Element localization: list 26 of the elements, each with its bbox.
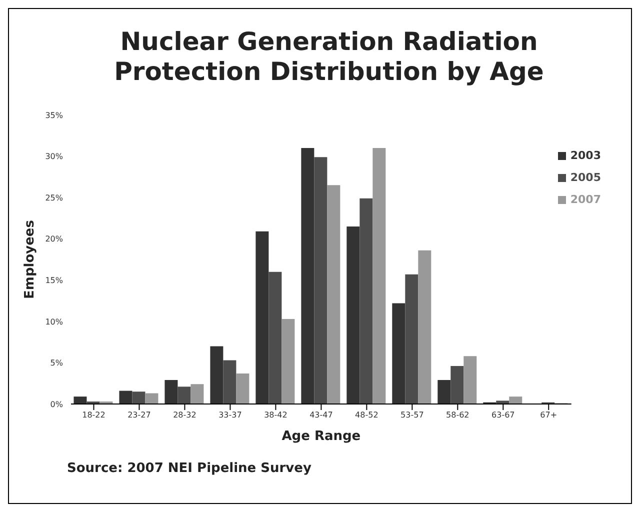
chart-title: Nuclear Generation Radiation Protection Distribution by Age: [113, 27, 545, 87]
x-tick-label: 48-52: [355, 410, 378, 420]
y-tick-label: 15%: [45, 276, 64, 285]
x-tick-label: 28-32: [173, 410, 196, 420]
x-tick-label: 58-62: [446, 410, 470, 420]
x-tick-label: 53-57: [400, 410, 424, 420]
x-tick-label: 63-67: [492, 410, 515, 420]
y-tick-label: 20%: [45, 234, 64, 244]
y-tick-label: 0%: [50, 400, 64, 409]
x-tick-label: 23-27: [128, 410, 151, 420]
y-tick-label: 30%: [45, 152, 64, 162]
source-note: Source: 2007 NEI Pipeline Survey: [67, 461, 312, 476]
legend-label: 2005: [570, 171, 601, 184]
y-tick-label: 10%: [45, 317, 64, 326]
x-tick-label: 43-47: [310, 410, 333, 420]
legend-label: 2007: [570, 193, 601, 206]
legend-label: 2003: [570, 149, 601, 162]
y-tick-label: 35%: [45, 110, 64, 120]
y-tick-label: 25%: [45, 193, 64, 202]
y-tick-label: 5%: [50, 358, 64, 368]
x-tick-label: 38-42: [264, 410, 288, 420]
x-tick-label: 67+: [540, 410, 558, 420]
x-axis-title: Age Range: [282, 429, 361, 444]
x-tick-label: 33-37: [218, 410, 242, 420]
y-axis-title: Employees: [22, 220, 38, 299]
x-tick-label: 18-22: [82, 410, 106, 420]
